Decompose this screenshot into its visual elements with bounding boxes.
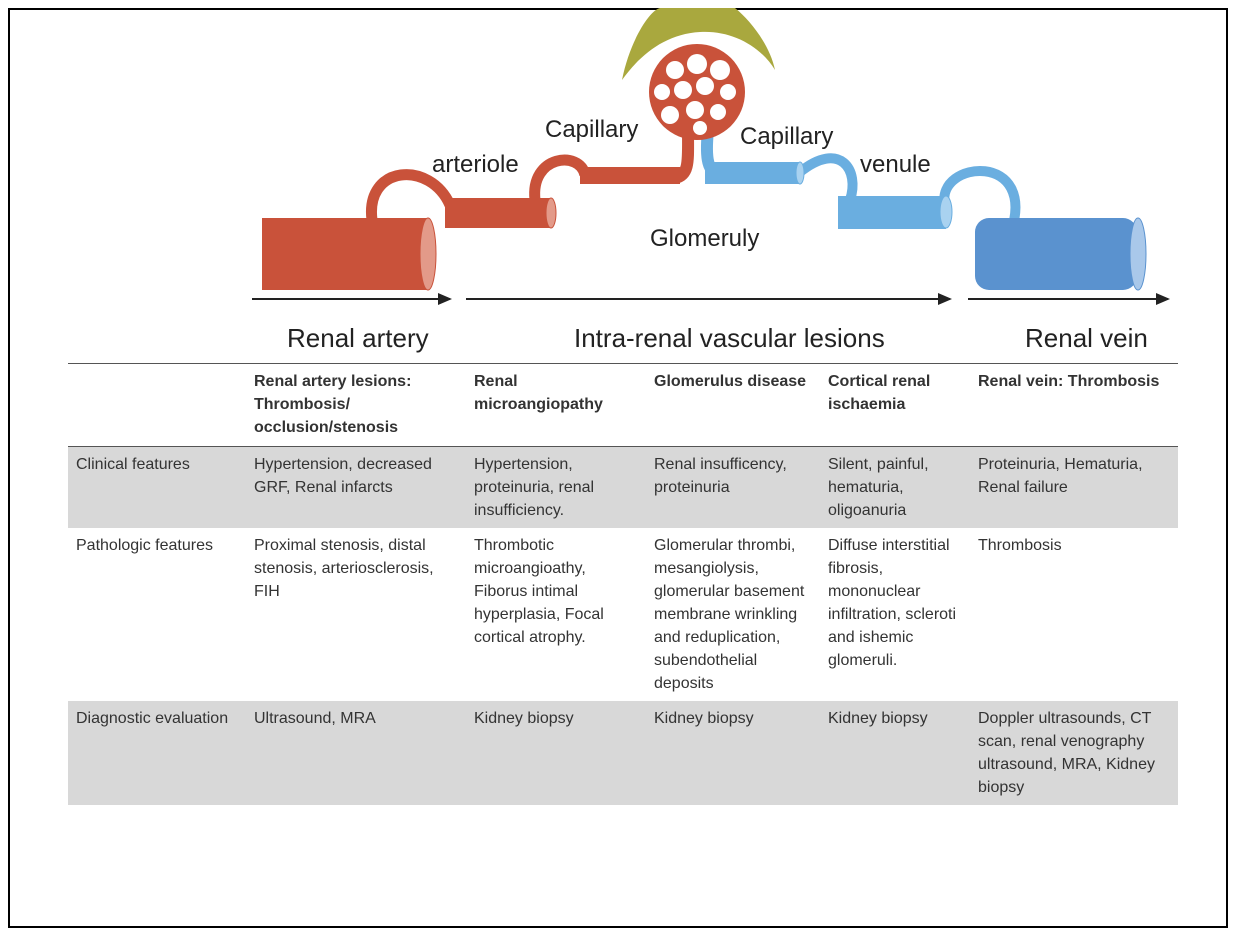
table-cell: Proteinuria, Hematuria, Renal failure <box>970 446 1178 528</box>
table-cell: Thrombotic microangioathy, Fiborus intim… <box>474 537 604 646</box>
vessel-end <box>795 161 805 185</box>
venule-vessel <box>838 196 946 229</box>
vessel-diagram: Capillary arteriole Capillary venule Glo… <box>252 8 1170 353</box>
vessel-end <box>1129 217 1147 291</box>
row-label: Diagnostic evaluation <box>68 701 246 805</box>
capillary-vessel <box>705 162 800 184</box>
label: Capillary <box>545 116 638 143</box>
label: Glomeruly <box>650 225 759 252</box>
label: Capillary <box>740 123 833 150</box>
vessel-end <box>545 197 557 229</box>
header-row: Renal artery lesions: Thrombosis/ occlus… <box>68 363 1178 447</box>
renal-artery-vessel <box>262 218 428 290</box>
column-header: Glomerulus disease <box>646 363 820 447</box>
row-label: Pathologic features <box>76 537 213 554</box>
vessel-end <box>419 217 437 291</box>
column-header: Renal artery lesions: Thrombosis/ occlus… <box>246 363 466 447</box>
crescent <box>622 8 775 80</box>
glomerulus-holes <box>654 54 736 135</box>
table-cell: Thrombosis <box>978 537 1062 554</box>
table-row: Pathologic features Proximal stenosis, di… <box>68 528 1178 701</box>
red-arc <box>366 169 456 221</box>
renal-vein-vessel <box>975 218 1137 290</box>
table-cell: Kidney biopsy <box>820 701 970 805</box>
page: Capillary arteriole Capillary venule Glo… <box>8 8 1228 928</box>
capillary-vessel <box>580 167 680 184</box>
table-cell: Kidney biopsy <box>646 701 820 805</box>
label: arteriole <box>432 151 519 178</box>
red-arc <box>529 154 591 201</box>
table-row: Diagnostic evaluation Ultrasound, MRA Kidn… <box>68 701 1178 805</box>
column-header: Renal microangiopathy <box>466 363 646 447</box>
blue-arc <box>796 153 858 202</box>
section-label: Renal artery <box>287 323 429 353</box>
table-cell: Diffuse interstitial fibrosis, mononucle… <box>828 537 957 669</box>
table-cell: Hypertension, decreased GRF, Renal infar… <box>246 446 466 528</box>
table-cell: Renal insufficency, proteinuria <box>646 446 820 528</box>
table-cell: Glomerular thrombi, mesangiolysis, glome… <box>654 537 805 692</box>
table-cell: Kidney biopsy <box>466 701 646 805</box>
section-label: Intra-renal vascular lesions <box>574 323 885 353</box>
row-label: Clinical features <box>68 446 246 528</box>
section-label: Renal vein <box>1025 323 1148 353</box>
blue-arc <box>939 166 1021 237</box>
table-cell: Proximal stenosis, distal stenosis, arte… <box>254 537 434 600</box>
table-cell: Ultrasound, MRA <box>246 701 466 805</box>
arteriole-vessel <box>445 198 550 228</box>
lesion-table: Renal artery lesions: Thrombosis/ occlus… <box>68 363 1178 805</box>
label: venule <box>860 151 931 178</box>
table-cell: Silent, painful, hematuria, oligoanuria <box>820 446 970 528</box>
vessel-end <box>939 195 953 229</box>
column-header: Cortical renal ischaemia <box>820 363 970 447</box>
table-row: Clinical features Hypertension, decreased… <box>68 446 1178 528</box>
column-header: Renal vein: Thrombosis <box>970 363 1178 447</box>
corner-cell <box>68 363 246 447</box>
table-cell: Doppler ultrasounds, CT scan, renal veno… <box>970 701 1178 805</box>
table-cell: Hypertension, proteinuria, renal insuffi… <box>466 446 646 528</box>
